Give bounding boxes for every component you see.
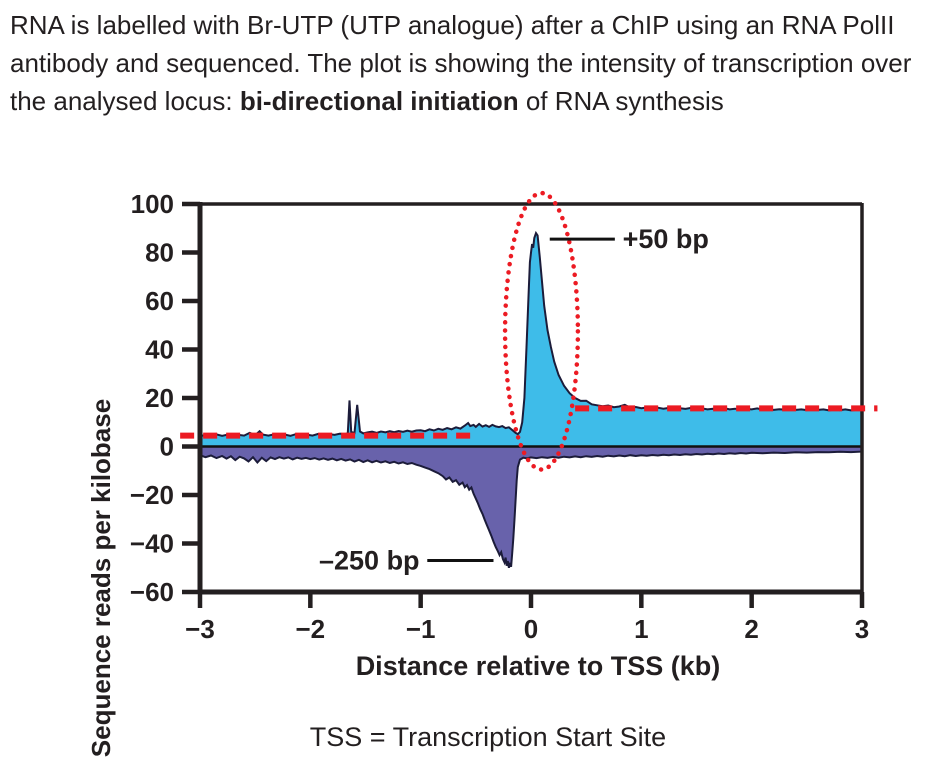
y-tick-label: 60	[145, 286, 174, 316]
figure-caption: TSS = Transcription Start Site	[309, 722, 667, 752]
x-tick-label: 0	[524, 614, 538, 644]
x-tick-label: 2	[744, 614, 758, 644]
annotation-minus250-label: –250 bp	[319, 545, 420, 575]
x-tick-label: −2	[296, 614, 326, 644]
y-tick-label: −40	[130, 529, 174, 559]
antisense-strand-reads-area	[199, 445, 863, 569]
sense-strand-reads-area	[199, 230, 863, 448]
x-axis-title: Distance relative to TSS (kb)	[355, 651, 721, 681]
y-tick-label: −20	[130, 480, 174, 510]
intro-text: RNA is labelled with Br-UTP (UTP analogu…	[10, 10, 912, 116]
y-tick-label: −60	[130, 577, 174, 607]
x-tick-label: −3	[185, 614, 215, 644]
y-tick-label: 20	[145, 383, 174, 413]
y-axis-title: Sequence reads per kilobase	[86, 398, 116, 758]
annotation-plus50-label: +50 bp	[623, 224, 709, 254]
chart-svg: 100 80 60 40 20 0 −20 −40 −60 −3 −2 −1 0 1 2 3 +50 bp –25…	[130, 189, 878, 644]
chart: 100 80 60 40 20 0 −20 −40 −60 −3 −2 −1 0 1 2 3 +50 bp –25…	[0, 183, 940, 757]
y-tick-label: 0	[160, 432, 174, 462]
tss-highlight-ellipse	[502, 190, 581, 472]
intro-text: of RNA synthesis	[518, 86, 724, 116]
intro-paragraph: RNA is labelled with Br-UTP (UTP analogu…	[10, 6, 932, 120]
y-tick-label: 40	[145, 335, 174, 365]
intro-bold-text: bi-directional initiation	[239, 86, 519, 116]
x-tick-label: −1	[406, 614, 436, 644]
y-tick-label: 100	[131, 189, 174, 219]
x-tick-label: 3	[855, 614, 869, 644]
y-tick-label: 80	[145, 238, 174, 268]
x-tick-label: 1	[634, 614, 648, 644]
